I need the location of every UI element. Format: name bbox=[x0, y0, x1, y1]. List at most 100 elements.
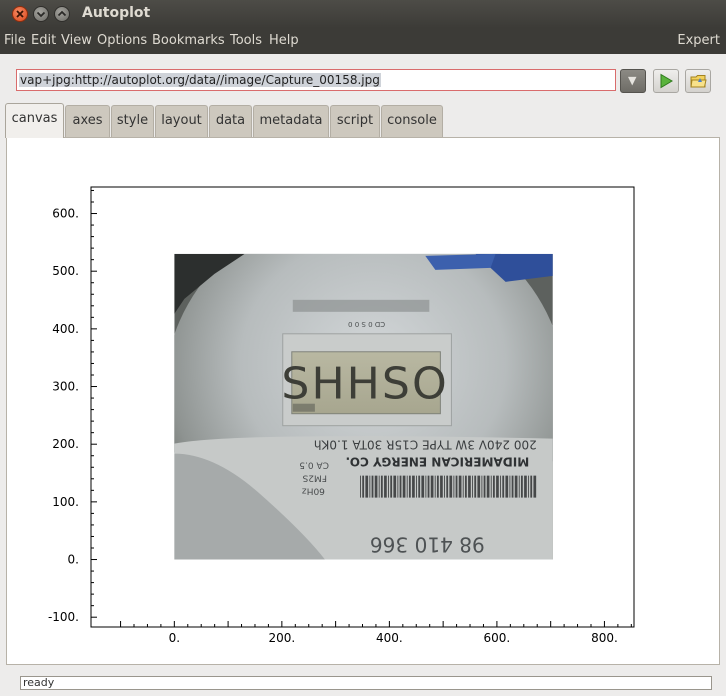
y-tick-label: 100. bbox=[52, 495, 79, 509]
tab-script[interactable]: script bbox=[330, 105, 380, 137]
barcode-bar bbox=[402, 475, 406, 498]
x-tick-label: 0. bbox=[169, 631, 180, 645]
maximize-window-button[interactable] bbox=[54, 6, 70, 22]
barcode-bar bbox=[374, 475, 378, 498]
y-tick-label: 300. bbox=[52, 380, 79, 394]
menu-tools[interactable]: Tools bbox=[230, 33, 263, 48]
barcode-bar bbox=[406, 475, 408, 498]
data-uri-text: vap+jpg:http://autoplot.org/data//image/… bbox=[19, 73, 381, 87]
y-tick-label: 0. bbox=[68, 553, 79, 567]
barcode-bar bbox=[365, 475, 369, 498]
folder-icon bbox=[690, 75, 707, 88]
meter-label-line1: 200 240V 3W TYPE C15R 30TA 1.0Kh bbox=[314, 438, 537, 452]
svg-text:CD 0 S 0 0: CD 0 S 0 0 bbox=[348, 320, 385, 328]
barcode-bar bbox=[360, 475, 361, 498]
barcode-bar bbox=[371, 475, 374, 498]
barcode-bar bbox=[500, 475, 502, 498]
plot-canvas[interactable]: CD 0 S 0 0 SHHSO 200 240V 3W TYPE C15R 3… bbox=[7, 138, 719, 664]
barcode-bar bbox=[453, 475, 455, 498]
meter-small-label-2: FM2S bbox=[302, 473, 327, 483]
barcode-bar bbox=[393, 475, 397, 498]
meter-serial-number: 98 410 366 bbox=[370, 533, 485, 557]
barcode-bar bbox=[464, 475, 467, 498]
barcode-bar bbox=[444, 475, 445, 498]
barcode-bar bbox=[518, 475, 520, 498]
minimize-window-button[interactable] bbox=[33, 6, 49, 22]
barcode-bar bbox=[434, 475, 436, 498]
uri-history-dropdown[interactable]: ▼ bbox=[620, 69, 646, 93]
barcode-bar bbox=[492, 475, 495, 498]
barcode-bar bbox=[430, 475, 434, 498]
expert-menu[interactable]: Expert bbox=[677, 33, 720, 48]
canvas-panel: CD 0 S 0 0 SHHSO 200 240V 3W TYPE C15R 3… bbox=[6, 137, 720, 665]
data-uri-input[interactable]: vap+jpg:http://autoplot.org/data//image/… bbox=[16, 69, 616, 91]
tab-data[interactable]: data bbox=[209, 105, 252, 137]
barcode bbox=[360, 475, 537, 498]
y-tick-label: -100. bbox=[48, 610, 79, 624]
tab-canvas[interactable]: canvas bbox=[5, 103, 64, 138]
tab-console[interactable]: console bbox=[381, 105, 443, 137]
barcode-bar bbox=[446, 475, 449, 498]
barcode-bar bbox=[425, 475, 427, 498]
x-tick-label: 600. bbox=[484, 631, 511, 645]
barcode-bar bbox=[449, 475, 453, 498]
barcode-bar bbox=[490, 475, 492, 498]
barcode-bar bbox=[412, 475, 415, 498]
play-icon bbox=[660, 73, 673, 89]
barcode-bar bbox=[399, 475, 402, 498]
barcode-bar bbox=[509, 475, 511, 498]
barcode-bar bbox=[520, 475, 523, 498]
barcode-bar bbox=[427, 475, 430, 498]
y-tick-label: 200. bbox=[52, 437, 79, 451]
menu-help[interactable]: Help bbox=[269, 33, 299, 48]
barcode-bar bbox=[481, 475, 483, 498]
menu-view[interactable]: View bbox=[61, 33, 92, 48]
tab-axes[interactable]: axes bbox=[65, 105, 110, 137]
barcode-bar bbox=[468, 475, 471, 498]
x-tick-label: 800. bbox=[591, 631, 618, 645]
close-window-button[interactable] bbox=[12, 6, 28, 22]
open-file-button[interactable] bbox=[685, 69, 711, 93]
menu-edit[interactable]: Edit bbox=[31, 33, 57, 48]
barcode-bar bbox=[524, 475, 527, 498]
menu-file[interactable]: File bbox=[4, 33, 26, 48]
meter-small-label-1: CA 0.5 bbox=[299, 460, 329, 470]
barcode-bar bbox=[362, 475, 365, 498]
tab-layout[interactable]: layout bbox=[155, 105, 208, 137]
barcode-bar bbox=[483, 475, 486, 498]
barcode-bar bbox=[369, 475, 371, 498]
barcode-bar bbox=[472, 475, 474, 498]
meter-display-reading: SHHSO bbox=[281, 359, 448, 410]
x-tick-label: 200. bbox=[268, 631, 295, 645]
barcode-bar bbox=[505, 475, 509, 498]
barcode-bar bbox=[486, 475, 490, 498]
barcode-bar bbox=[502, 475, 505, 498]
tab-metadata[interactable]: metadata bbox=[253, 105, 329, 137]
plot-image: CD 0 S 0 0 SHHSO 200 240V 3W TYPE C15R 3… bbox=[174, 253, 553, 560]
barcode-bar bbox=[380, 475, 383, 498]
menu-bookmarks[interactable]: Bookmarks bbox=[152, 33, 225, 48]
x-tick-label: 400. bbox=[376, 631, 403, 645]
barcode-bar bbox=[496, 475, 499, 498]
barcode-bar bbox=[436, 475, 439, 498]
menu-options[interactable]: Options bbox=[97, 33, 148, 48]
barcode-bar bbox=[514, 475, 518, 498]
chevron-up-icon bbox=[57, 10, 67, 17]
y-tick-label: 600. bbox=[52, 207, 79, 221]
barcode-bar bbox=[416, 475, 417, 498]
menu-bar: File Edit View Options Bookmarks Tools H… bbox=[0, 28, 726, 54]
plot-go-button[interactable] bbox=[653, 69, 679, 93]
title-bar: Autoplot bbox=[0, 0, 726, 28]
tab-style[interactable]: style bbox=[111, 105, 154, 137]
meter-small-label-3: 60Hz bbox=[302, 486, 325, 496]
barcode-bar bbox=[455, 475, 458, 498]
barcode-bar bbox=[378, 475, 380, 498]
barcode-bar bbox=[384, 475, 387, 498]
barcode-bar bbox=[397, 475, 399, 498]
barcode-bar bbox=[528, 475, 530, 498]
barcode-bar bbox=[421, 475, 425, 498]
status-bar: ready bbox=[20, 676, 712, 690]
barcode-bar bbox=[511, 475, 514, 498]
y-tick-label: 500. bbox=[52, 264, 79, 278]
barcode-bar bbox=[408, 475, 411, 498]
